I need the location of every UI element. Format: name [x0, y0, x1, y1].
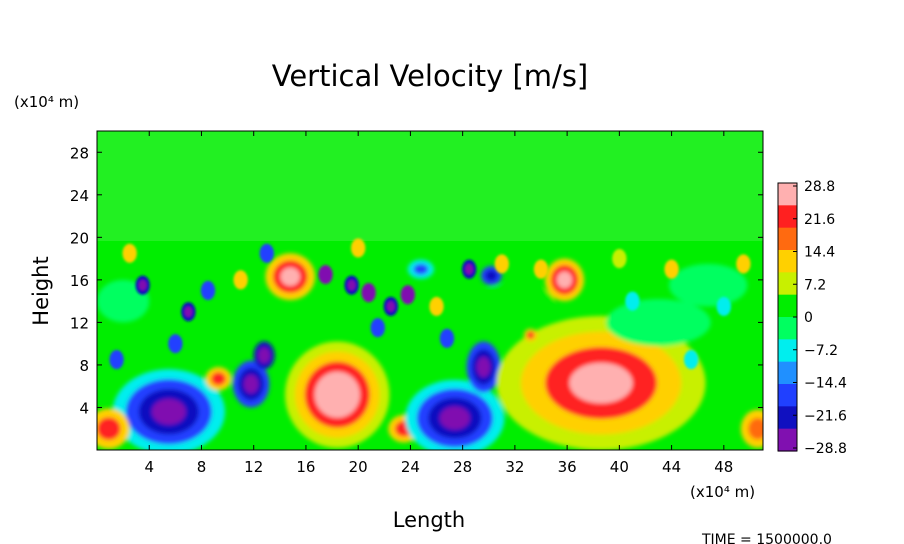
y-tick-label: 24	[70, 187, 89, 205]
colorbar-swatch	[778, 294, 797, 318]
heatmap-cell	[625, 291, 640, 311]
x-axis: 4 8 12 16 20 24 28 32 36 40 44 48	[144, 131, 733, 476]
x-axis-unit: (x10⁴ m)	[690, 483, 755, 501]
heatmap-cell	[233, 270, 248, 290]
heatmap-cell	[97, 417, 121, 441]
y-tick-label: 12	[70, 314, 89, 332]
x-tick-label: 48	[714, 458, 733, 476]
y-tick-label: 8	[79, 357, 89, 375]
x-tick-label: 28	[453, 458, 472, 476]
colorbar-label: 7.2	[804, 277, 826, 293]
heatmap-cell	[347, 279, 356, 291]
heatmap-cell	[243, 374, 259, 394]
colorbar-swatch	[778, 384, 797, 407]
colorbar: 28.8 21.6 14.4 7.2 0 −7.2 −14.4 −21.6 −28.8	[777, 179, 847, 457]
x-tick-label: 8	[197, 458, 207, 476]
heatmap-cell	[403, 289, 412, 301]
plot-frame	[96, 130, 764, 451]
heatmap-cell	[475, 284, 555, 319]
heatmap-field	[97, 131, 763, 450]
heatmap-cell	[748, 417, 763, 440]
heatmap-cell	[259, 243, 274, 263]
y-tick-label: 28	[70, 144, 89, 162]
heatmap-cell	[476, 357, 491, 378]
colorbar-label: 0	[804, 310, 813, 326]
heatmap-cell	[258, 347, 271, 364]
colorbar-swatch	[778, 317, 797, 340]
colorbar-label: 21.6	[804, 212, 835, 228]
y-axis-unit: (x10⁴ m)	[14, 93, 79, 111]
colorbar-swatch	[778, 183, 797, 206]
heatmap-cell	[364, 287, 373, 298]
heatmap-cell	[736, 254, 751, 274]
x-tick-label: 12	[244, 458, 263, 476]
heatmap-cell	[370, 318, 385, 338]
x-tick-label: 20	[349, 458, 368, 476]
x-tick-label: 24	[401, 458, 420, 476]
y-tick-label: 4	[79, 399, 89, 417]
colorbar-label: 28.8	[804, 179, 835, 195]
y-axis: 4 8 12 16 20 24 28	[70, 144, 763, 417]
heatmap-cell	[569, 362, 633, 404]
x-tick-label: 40	[610, 458, 629, 476]
heatmap-cell	[350, 238, 366, 258]
heatmap-cell	[97, 279, 150, 323]
heatmap-cell	[439, 328, 455, 348]
colorbar-label: −7.2	[804, 343, 838, 359]
heatmap-cell	[184, 306, 193, 318]
heatmap-cell	[429, 296, 444, 317]
heatmap-cell	[533, 259, 549, 279]
colorbar-swatch	[778, 272, 797, 296]
heatmap-cell	[606, 299, 711, 346]
heatmap-cell	[280, 267, 301, 286]
x-tick-label: 36	[558, 458, 577, 476]
x-tick-label: 32	[505, 458, 524, 476]
colorbar-label: −14.4	[804, 376, 847, 392]
heatmap-cell	[612, 249, 627, 269]
heatmap-cell	[168, 334, 183, 354]
y-tick-label: 16	[70, 272, 89, 290]
colorbar-swatch	[778, 428, 797, 452]
heatmap-cell	[413, 263, 429, 275]
heatmap-cell	[683, 350, 699, 370]
colorbar-label: 14.4	[804, 245, 835, 261]
heatmap-cell	[485, 270, 498, 282]
heatmap-cell	[494, 254, 510, 274]
heatmap-cell	[664, 259, 679, 279]
heatmap-cell	[151, 398, 186, 425]
x-axis-label: Length	[393, 508, 465, 532]
heatmap-cell	[200, 280, 216, 301]
colorbar-label: −21.6	[804, 408, 847, 424]
colorbar-swatch	[778, 250, 797, 273]
heatmap-cell	[668, 263, 748, 307]
heatmap-cell	[211, 372, 226, 386]
heatmap-cell	[324, 381, 351, 408]
colorbar-label: −28.8	[804, 441, 847, 457]
y-axis-label: Height	[29, 256, 53, 325]
heatmap-cell	[465, 263, 474, 275]
heatmap-cell	[439, 406, 470, 430]
chart-title: Vertical Velocity [m/s]	[272, 59, 589, 93]
colorbar-swatch	[778, 227, 797, 251]
colorbar-swatch	[778, 205, 797, 229]
x-tick-label: 4	[144, 458, 154, 476]
colorbar-swatch	[778, 339, 797, 363]
heatmap-cell	[321, 269, 330, 280]
x-tick-label: 16	[296, 458, 315, 476]
y-tick-label: 20	[70, 229, 89, 247]
time-readout: TIME = 1500000.0	[701, 532, 832, 544]
heatmap-cell	[109, 350, 124, 370]
heatmap-cell	[138, 279, 147, 291]
heatmap-cell	[122, 243, 137, 263]
x-tick-label: 44	[662, 458, 681, 476]
colorbar-swatch	[778, 361, 797, 385]
heatmap-cell	[386, 301, 395, 312]
colorbar-swatch	[778, 406, 797, 430]
heatmap-cell	[556, 271, 573, 289]
heatmap-cell	[716, 296, 732, 317]
heatmap-cell	[526, 331, 535, 339]
